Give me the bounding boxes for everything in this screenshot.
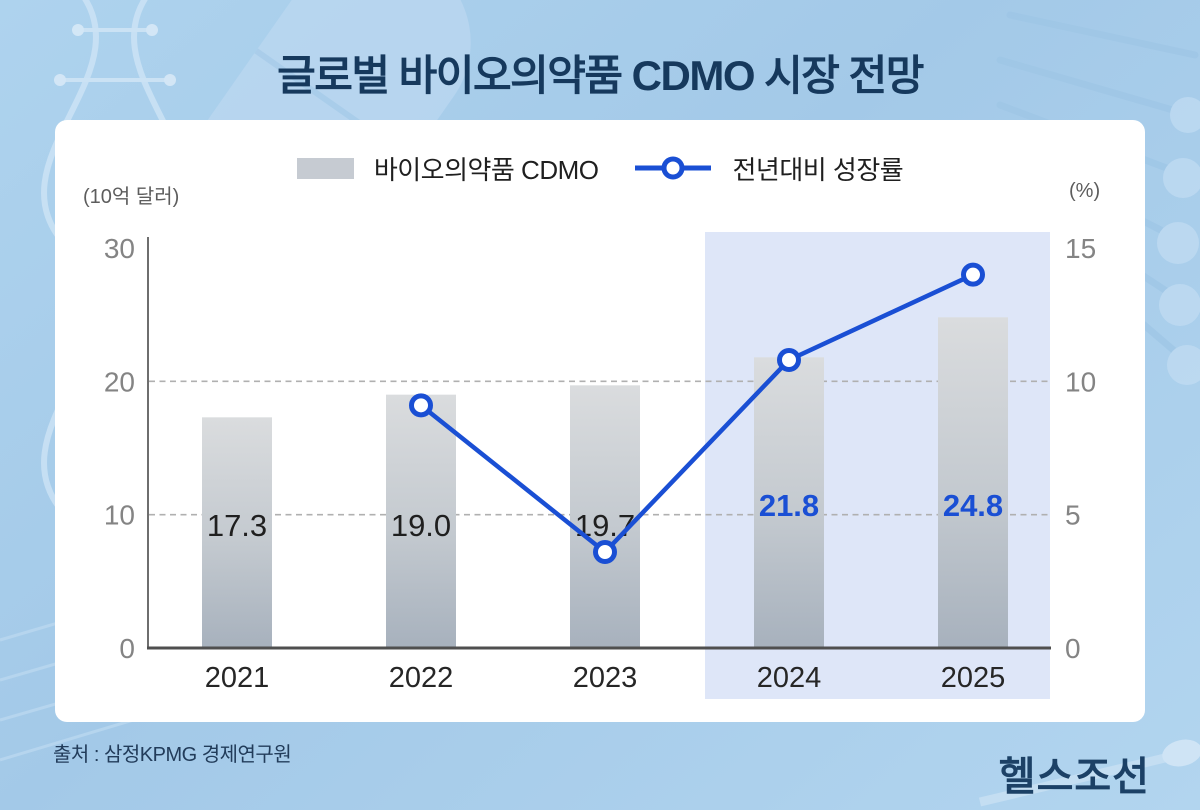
growth-point <box>593 540 617 564</box>
value-label-2022: 19.0 <box>391 508 451 543</box>
page-title: 글로벌 바이오의약품 CDMO 시장 전망 <box>277 52 924 99</box>
swab-icon <box>978 739 1200 807</box>
legend-bar-label: 바이오의약품 CDMO <box>373 154 599 185</box>
right-tick-10: 10 <box>1065 366 1096 397</box>
growth-line <box>418 272 976 556</box>
bar-2021 <box>202 417 272 648</box>
left-tick-30: 30 <box>104 233 135 264</box>
left-tick-20: 20 <box>104 366 135 397</box>
bar-2022 <box>386 394 456 648</box>
chart-legend: 바이오의약품 CDMO 전년대비 성장률 <box>55 150 1145 187</box>
growth-point <box>777 348 801 372</box>
growth-point <box>961 262 985 287</box>
year-label-2022: 2022 <box>389 662 454 694</box>
bar-2025 <box>938 317 1008 648</box>
source-caption: 출처 : 삼정KPMG 경제연구원 <box>53 744 292 766</box>
legend-item-line: 전년대비 성장률 <box>633 150 904 187</box>
line-marker-icon <box>634 156 711 180</box>
left-axis-unit: (10억 달러) <box>83 186 180 208</box>
legend-line-label: 전년대비 성장률 <box>732 154 904 185</box>
left-tick-10: 10 <box>104 500 135 531</box>
year-label-2024: 2024 <box>757 662 822 694</box>
left-tick-0: 0 <box>119 633 135 664</box>
value-label-2024: 21.8 <box>759 488 819 523</box>
growth-point <box>409 393 433 418</box>
year-label-2023: 2023 <box>573 662 638 694</box>
bar-2024 <box>754 357 824 648</box>
chart-card: 0 10 20 30 0 5 10 15 2021 2022 2023 2024 2025 17.3 19.… <box>55 120 1145 722</box>
year-label-2021: 2021 <box>205 662 270 694</box>
right-tick-5: 5 <box>1065 500 1081 531</box>
year-label-2025: 2025 <box>941 662 1006 694</box>
legend-item-bar: 바이오의약품 CDMO <box>296 150 599 187</box>
healthchosun-logo: 헬스조선 <box>998 755 1150 799</box>
bar-swatch-icon <box>296 157 354 179</box>
right-tick-0: 0 <box>1065 633 1081 664</box>
right-tick-15: 15 <box>1065 233 1096 264</box>
value-label-2021: 17.3 <box>207 508 267 543</box>
bar-2023 <box>570 385 640 648</box>
combo-chart: 0 10 20 30 0 5 10 15 2021 2022 2023 2024 2025 17.3 19.… <box>104 232 1096 699</box>
right-axis-unit: (%) <box>1069 180 1101 202</box>
value-label-2025: 24.8 <box>943 488 1003 523</box>
